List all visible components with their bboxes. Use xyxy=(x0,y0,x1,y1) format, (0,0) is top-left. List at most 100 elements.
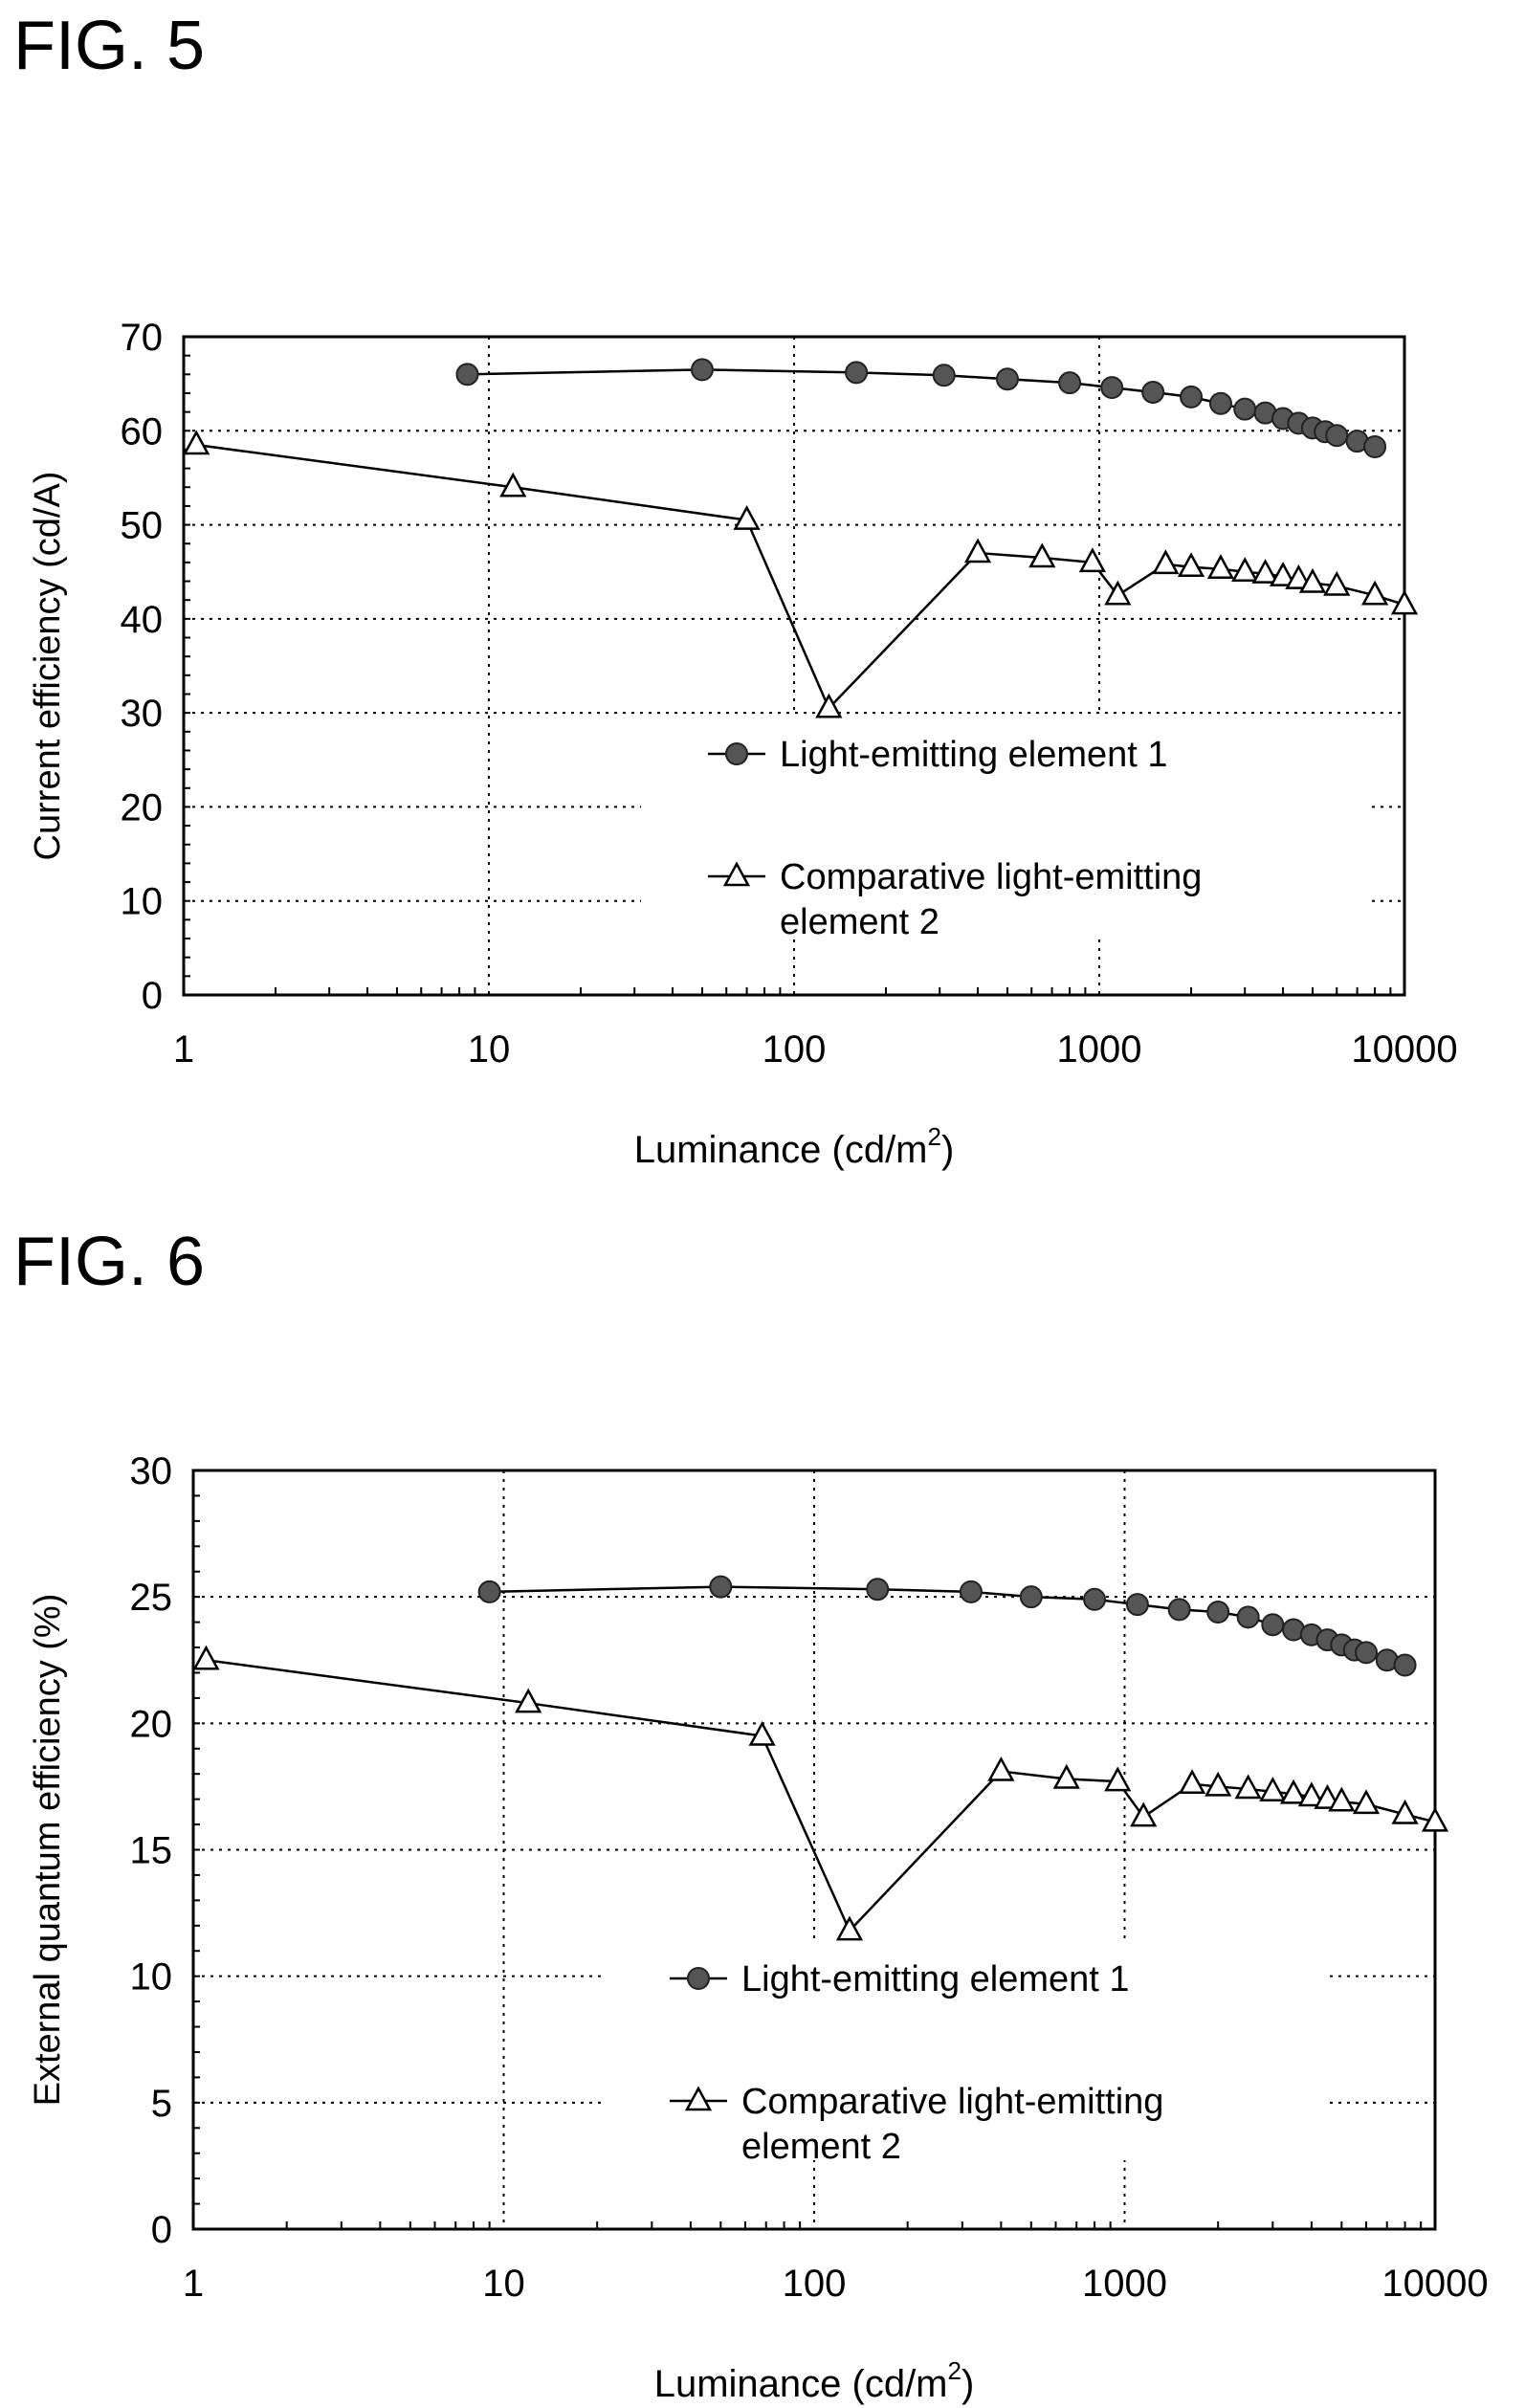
data-point xyxy=(709,1575,733,1599)
y-tick-label: 40 xyxy=(121,599,164,641)
y-tick-label: 15 xyxy=(130,1830,173,1872)
x-tick-label: 1000 xyxy=(1057,1028,1142,1071)
data-point xyxy=(1206,1601,1230,1624)
legend-label-2: Comparative light-emitting xyxy=(741,2082,1163,2122)
data-point xyxy=(477,1580,501,1603)
legend-label-1: Light-emitting element 1 xyxy=(741,1959,1130,1999)
data-point xyxy=(866,1578,890,1602)
y-tick-label: 0 xyxy=(142,975,163,1017)
x-axis-title-sup: 2 xyxy=(948,2356,961,2385)
legend-label-2-cont: element 2 xyxy=(741,2127,901,2167)
series-light-emitting-element-1 xyxy=(477,1575,1417,1677)
data-point xyxy=(1178,1769,1206,1795)
data-point xyxy=(1352,1789,1381,1815)
data-point xyxy=(845,361,869,385)
data-point xyxy=(1206,554,1235,580)
x-tick-label: 10000 xyxy=(1381,2263,1488,2305)
data-point xyxy=(1360,580,1389,606)
data-point xyxy=(1421,1806,1449,1832)
data-point xyxy=(1177,552,1205,578)
y-tick-label: 20 xyxy=(130,1703,173,1745)
data-point xyxy=(963,538,992,563)
data-point xyxy=(1236,1605,1260,1629)
data-point xyxy=(1205,1771,1232,1797)
data-point xyxy=(1152,549,1180,575)
data-point xyxy=(959,1580,983,1603)
y-tick-label: 60 xyxy=(121,410,164,453)
data-point xyxy=(690,358,714,382)
figure-5-label: FIG. 5 xyxy=(13,8,206,84)
y-tick-label: 5 xyxy=(151,2083,172,2125)
data-point xyxy=(1261,1613,1285,1637)
data-point xyxy=(995,367,1019,391)
data-point xyxy=(183,430,210,455)
data-point xyxy=(1279,1778,1308,1804)
data-point xyxy=(1104,1766,1132,1792)
data-point xyxy=(1285,563,1313,589)
legend-label-2-cont: element 2 xyxy=(780,902,939,942)
data-point xyxy=(1052,1763,1080,1789)
data-point xyxy=(1019,1585,1043,1609)
x-axis-title: Luminance (cd/m2) xyxy=(654,2356,975,2405)
data-point xyxy=(1231,557,1259,582)
plot-frame xyxy=(182,335,1406,997)
x-tick-label: 10 xyxy=(468,1028,511,1071)
y-tick-label: 50 xyxy=(121,505,164,547)
x-tick-label: 1 xyxy=(173,1028,194,1071)
data-point xyxy=(1180,385,1204,409)
x-axis-title: Luminance (cd/m2) xyxy=(634,1122,955,1171)
data-point xyxy=(1083,1587,1107,1611)
legend-marker-circle xyxy=(687,1967,710,1990)
x-tick-label: 10 xyxy=(482,2263,525,2305)
y-tick-label: 10 xyxy=(121,881,164,923)
legend-marker-circle xyxy=(725,742,748,765)
data-point xyxy=(1251,559,1279,584)
data-point xyxy=(1325,424,1349,448)
chart-current-efficiency: Light-emitting element 1 Comparative ligh… xyxy=(28,317,1458,1171)
x-tick-label: 1000 xyxy=(1082,2263,1167,2305)
data-point xyxy=(835,1915,864,1941)
x-axis-title-main: Luminance (cd/m xyxy=(654,2363,948,2405)
y-tick-label: 30 xyxy=(121,693,164,735)
data-point xyxy=(1355,1641,1379,1665)
legend-label-2: Comparative light-emitting xyxy=(780,857,1202,897)
data-point xyxy=(1100,376,1124,400)
data-point xyxy=(1233,397,1257,421)
data-point xyxy=(1298,567,1327,593)
legend-marker-triangle xyxy=(722,861,751,887)
data-point xyxy=(1058,371,1082,395)
data-point xyxy=(1104,580,1132,606)
y-tick-label: 70 xyxy=(121,317,164,359)
data-point xyxy=(1328,1786,1356,1812)
data-point xyxy=(1141,380,1165,404)
y-tick-label: 30 xyxy=(130,1450,173,1492)
data-point xyxy=(1363,434,1387,458)
legend: Light-emitting element 1 Comparative ligh… xyxy=(641,716,1368,942)
data-point xyxy=(815,693,843,718)
data-point xyxy=(748,1720,776,1746)
data-point xyxy=(1297,1781,1325,1807)
data-point xyxy=(1391,1799,1419,1824)
data-point xyxy=(733,505,761,530)
y-tick-label: 0 xyxy=(151,2209,172,2251)
legend-marker-triangle xyxy=(684,2086,713,2111)
plot-frame xyxy=(191,1469,1437,2231)
data-point xyxy=(455,363,479,387)
data-point xyxy=(1393,1653,1417,1677)
data-point xyxy=(1028,542,1056,568)
data-point xyxy=(1208,391,1232,415)
x-axis-title-main: Luminance (cd/m xyxy=(634,1129,928,1171)
data-point xyxy=(1390,589,1419,615)
data-point xyxy=(1269,562,1297,586)
x-axis-title-sup: 2 xyxy=(928,1122,941,1151)
series-comparative-element-2 xyxy=(192,1645,1449,1941)
x-tick-label: 100 xyxy=(783,2263,847,2305)
legend-label-1: Light-emitting element 1 xyxy=(780,735,1168,775)
data-point xyxy=(1167,1598,1191,1622)
data-point xyxy=(499,472,527,497)
data-point xyxy=(515,1688,542,1713)
data-point xyxy=(1078,547,1106,573)
chart-external-quantum-efficiency: Light-emitting element 1 Comparative ligh… xyxy=(28,1450,1489,2405)
data-point xyxy=(1130,1801,1158,1827)
series-light-emitting-element-1 xyxy=(455,358,1387,458)
